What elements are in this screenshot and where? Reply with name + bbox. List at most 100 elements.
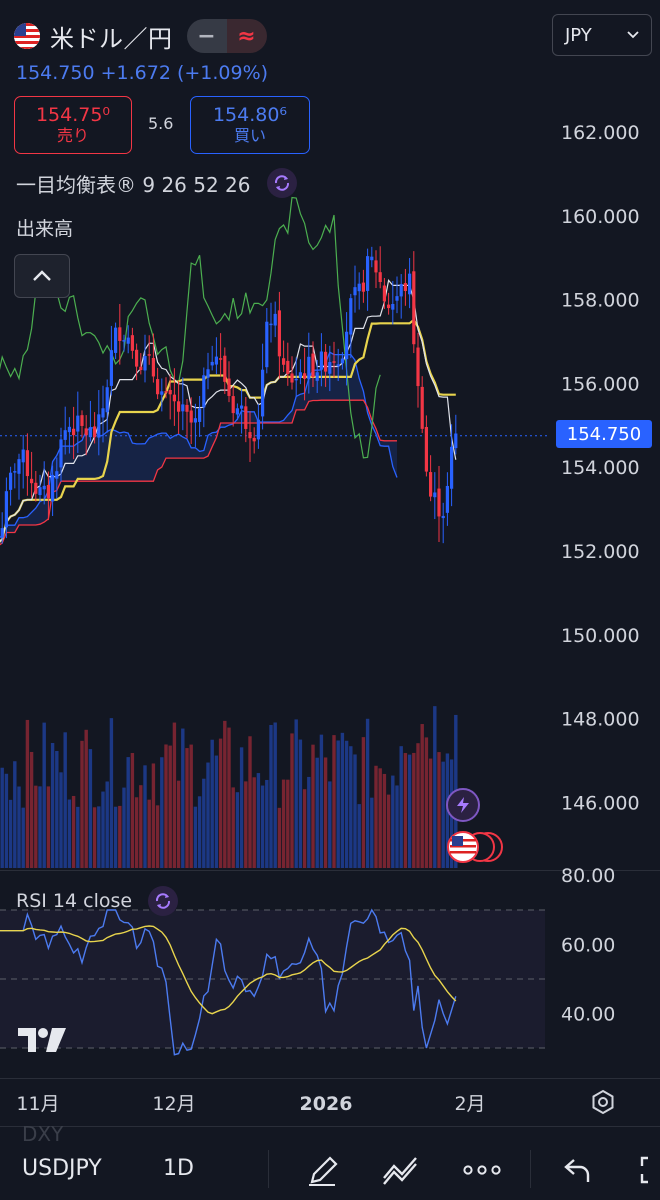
volume-bar: [273, 722, 277, 868]
cycle-icon[interactable]: [148, 886, 179, 916]
time-tick-label: 11月: [16, 1093, 59, 1115]
volume-bar: [349, 746, 353, 868]
symbol-selector[interactable]: USDJPY: [22, 1156, 102, 1181]
volume-bar: [210, 739, 214, 868]
mode-button-left[interactable]: −: [186, 19, 227, 53]
volume-bar: [248, 736, 252, 868]
candle-body: [315, 372, 319, 381]
volume-bar: [8, 799, 13, 868]
candle-body: [42, 485, 46, 490]
currency-select[interactable]: JPY: [552, 14, 652, 56]
volume-bar: [67, 799, 72, 868]
sell-label: 売り: [56, 126, 89, 145]
candle-body: [454, 433, 458, 449]
pencil-icon[interactable]: [304, 1152, 340, 1192]
volume-bar: [97, 806, 101, 868]
candle-body: [160, 391, 164, 395]
candle-body: [240, 405, 244, 409]
candle-body: [269, 323, 273, 326]
volume-bar: [395, 785, 399, 868]
volume-bar: [391, 775, 395, 868]
volume-bar: [63, 732, 67, 868]
candle-body: [0, 528, 4, 538]
volume-bar: [0, 767, 4, 868]
candle-body: [408, 273, 412, 295]
symbol-header[interactable]: 米ドル／円 − ≈: [14, 18, 267, 54]
candle-body: [97, 414, 101, 438]
volume-bar: [34, 785, 38, 868]
candle-body: [219, 358, 223, 360]
volume-bar: [294, 719, 298, 868]
candle-body: [252, 437, 256, 442]
volume-bar: [189, 744, 193, 868]
time-tick-label: 2月: [454, 1093, 485, 1115]
volume-bar: [29, 751, 34, 868]
cycle-icon[interactable]: [266, 168, 297, 198]
candle-body: [21, 449, 25, 463]
volume-bar: [172, 722, 177, 868]
timeframe-selector[interactable]: 1D: [163, 1156, 194, 1181]
volume-legend[interactable]: 出来高: [16, 218, 74, 240]
volume-bar: [315, 757, 319, 868]
volume-bar: [176, 780, 181, 868]
rsi-label: RSI 14 close: [16, 890, 133, 912]
candle-body: [366, 256, 370, 291]
fullscreen-icon[interactable]: [636, 1152, 660, 1192]
undo-icon[interactable]: [562, 1152, 594, 1192]
sell-button[interactable]: 154.75⁰ 売り: [14, 96, 132, 154]
candle-body: [126, 337, 130, 344]
volume-bar: [168, 745, 172, 868]
volume-bar: [92, 807, 97, 868]
spread-value: 5.6: [148, 114, 174, 133]
lightning-event-icon[interactable]: [446, 788, 480, 822]
gear-icon[interactable]: [590, 1089, 616, 1119]
candle-body: [46, 484, 50, 499]
buy-button[interactable]: 154.80⁶ 買い: [190, 96, 310, 154]
candle-body: [151, 357, 155, 377]
volume-bar: [424, 737, 429, 868]
candle-body: [67, 426, 71, 433]
volume-bar: [433, 706, 437, 868]
candle-body: [210, 361, 214, 366]
chevron-down-icon: [627, 31, 639, 39]
candle-body: [223, 355, 227, 382]
kumo-cloud: [0, 352, 397, 545]
candle-body: [109, 350, 113, 386]
candle-body: [147, 354, 151, 356]
volume-bar: [286, 779, 290, 868]
volume-bar: [420, 724, 424, 868]
volume-bar: [244, 781, 248, 868]
candle-body: [332, 361, 336, 363]
price-tick-label: 162.000: [561, 122, 640, 144]
economic-events-icon[interactable]: [446, 830, 506, 864]
chart-mode-toggle[interactable]: − ≈: [186, 19, 267, 53]
indicators-icon[interactable]: [380, 1152, 420, 1192]
volume-bar: [21, 807, 25, 868]
candle-body: [345, 331, 349, 360]
pane-divider: [0, 1126, 660, 1127]
symbol-name[interactable]: 米ドル／円: [50, 24, 173, 53]
volume-bar: [164, 744, 168, 868]
volume-bar: [256, 773, 261, 868]
candle-body: [412, 271, 416, 345]
ghost-symbol: DXY: [22, 1122, 64, 1146]
volume-bar: [13, 761, 17, 868]
volume-bar: [252, 777, 256, 868]
candle-body: [177, 401, 181, 412]
price-quote: 154.750 +1.672 (+1.09%): [16, 62, 269, 84]
candle-body: [202, 375, 206, 408]
volume-bar: [260, 785, 265, 868]
kijun-sen-line: [0, 318, 456, 543]
mode-button-right[interactable]: ≈: [226, 19, 267, 53]
collapse-legend-button[interactable]: [14, 254, 70, 298]
volume-bar: [218, 738, 223, 868]
candle-body: [172, 394, 176, 402]
candle-body: [189, 410, 193, 423]
ichimoku-legend[interactable]: 一目均衡表® 9 26 52 26: [16, 168, 297, 198]
candle-body: [84, 428, 88, 436]
volume-bar: [139, 785, 143, 868]
more-dots-icon[interactable]: [462, 1152, 502, 1192]
rsi-legend[interactable]: RSI 14 close: [16, 886, 179, 916]
candle-body: [437, 488, 441, 517]
